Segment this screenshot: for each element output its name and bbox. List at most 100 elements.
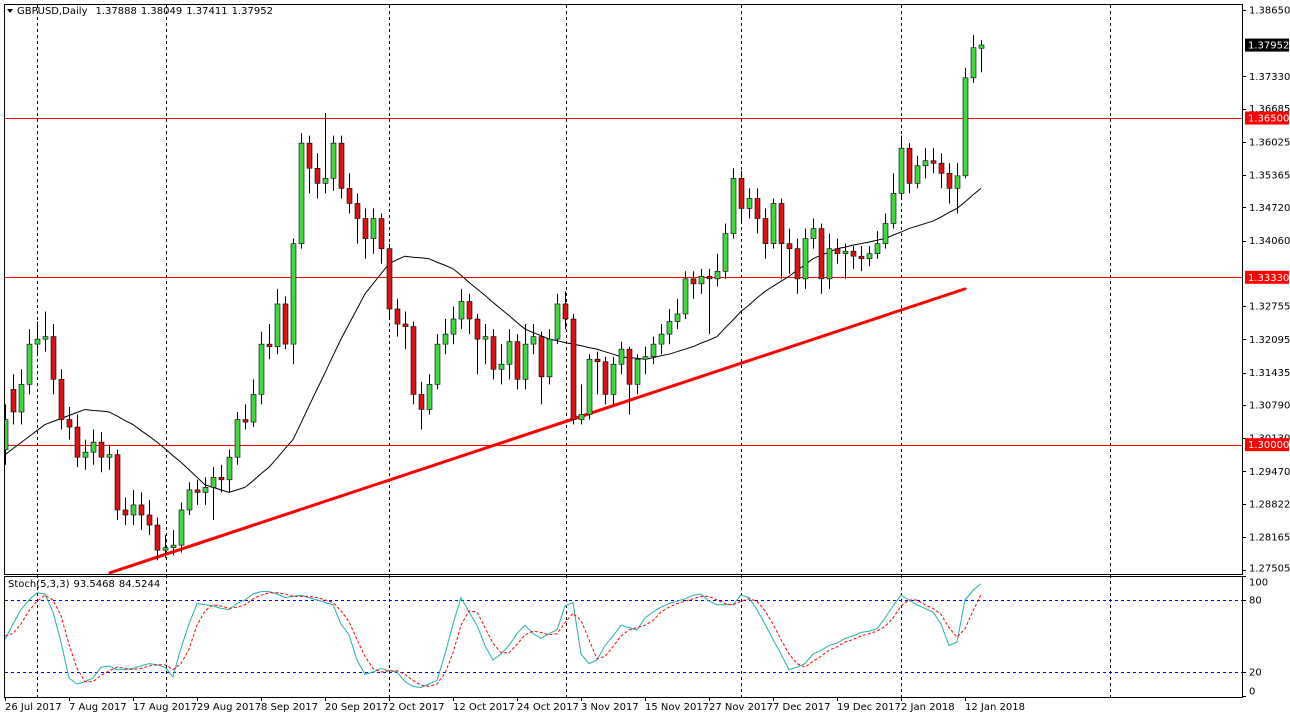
x-tick-label: 20 Sep 2017 bbox=[325, 702, 388, 713]
x-tick-label: 7 Dec 2017 bbox=[773, 702, 831, 713]
candle-up bbox=[274, 303, 281, 347]
candle-down bbox=[474, 318, 481, 340]
candle-down bbox=[594, 358, 601, 363]
candle-down bbox=[786, 243, 793, 249]
candle-down bbox=[818, 228, 825, 280]
candle-up bbox=[714, 270, 721, 280]
x-tick-label: 12 Oct 2017 bbox=[453, 702, 515, 713]
stoch-frame bbox=[4, 576, 1243, 698]
time-grid bbox=[37, 5, 1111, 697]
x-tick-label: 19 Dec 2017 bbox=[837, 702, 901, 713]
candle-down bbox=[138, 504, 145, 516]
candle-up bbox=[202, 487, 209, 493]
candle-up bbox=[162, 547, 169, 551]
y-tick-label: 1.34720 bbox=[1249, 203, 1290, 214]
candle-up bbox=[770, 203, 777, 244]
candle-down bbox=[754, 198, 761, 219]
candle-down bbox=[266, 343, 273, 347]
candle-down bbox=[338, 142, 345, 189]
price-plot bbox=[5, 35, 1242, 574]
level-label: 1.33330 bbox=[1248, 273, 1289, 284]
candle-down bbox=[386, 248, 393, 310]
candle-up bbox=[450, 318, 457, 335]
y-tick-label: 1.32095 bbox=[1249, 335, 1290, 346]
x-tick-label: 15 Nov 2017 bbox=[645, 702, 709, 713]
candle-up bbox=[578, 414, 585, 420]
candle-down bbox=[706, 276, 713, 280]
candle-up bbox=[106, 454, 113, 458]
candle-down bbox=[938, 162, 945, 174]
candle-up bbox=[642, 356, 649, 360]
candle-up bbox=[458, 301, 465, 320]
y-tick-label: 0 bbox=[1249, 687, 1255, 698]
candle-down bbox=[58, 379, 65, 420]
candle-up bbox=[554, 303, 561, 340]
candle-up bbox=[978, 44, 985, 49]
candle-down bbox=[122, 509, 129, 516]
candle-up bbox=[5, 419, 9, 450]
x-tick-label: 7 Aug 2017 bbox=[69, 702, 127, 713]
y-tick-label: 100 bbox=[1249, 578, 1268, 589]
level-label: 1.36500 bbox=[1248, 114, 1289, 125]
stoch-header: Stoch(5,3,3) 93.5468 84.5244 bbox=[8, 579, 160, 590]
y-tick-label: 1.35365 bbox=[1249, 171, 1290, 182]
candle-up bbox=[250, 394, 257, 423]
candle-down bbox=[906, 147, 913, 184]
candle-up bbox=[618, 348, 625, 365]
x-tick-label: 24 Oct 2017 bbox=[517, 702, 579, 713]
candle-up bbox=[746, 198, 753, 209]
open-value: 1.37888 bbox=[96, 6, 137, 17]
y-tick-label: 1.28165 bbox=[1249, 532, 1290, 543]
y-tick-label: 1.38650 bbox=[1249, 6, 1290, 17]
candle-down bbox=[762, 218, 769, 244]
y-tick-label: 80 bbox=[1249, 596, 1262, 607]
y-tick-label: 1.34060 bbox=[1249, 236, 1290, 247]
candle-up bbox=[498, 363, 505, 370]
candle-down bbox=[154, 524, 161, 551]
candle-up bbox=[90, 441, 97, 453]
candle-up bbox=[186, 489, 193, 511]
candle-down bbox=[602, 361, 609, 395]
candle-down bbox=[850, 250, 857, 257]
candle-down bbox=[834, 248, 841, 254]
candle-down bbox=[114, 454, 121, 511]
candle-down bbox=[394, 308, 401, 325]
candle-up bbox=[82, 451, 89, 458]
candle-up bbox=[666, 321, 673, 335]
candle-up bbox=[826, 248, 833, 280]
candle-down bbox=[778, 203, 785, 244]
candle-up bbox=[522, 343, 529, 380]
level-label-bg bbox=[1245, 270, 1289, 284]
candle-up bbox=[482, 336, 489, 340]
candle-down bbox=[306, 142, 313, 169]
y-tick-label: 1.36025 bbox=[1249, 137, 1290, 148]
candle-up bbox=[962, 77, 969, 177]
candle-up bbox=[674, 313, 681, 322]
candle-up bbox=[810, 228, 817, 239]
candle-down bbox=[562, 303, 569, 320]
candle-up bbox=[970, 47, 977, 79]
x-tick-label: 29 Aug 2017 bbox=[197, 702, 261, 713]
menu-arrow[interactable] bbox=[7, 9, 13, 13]
chart-title: GBPUSD,Daily bbox=[17, 6, 88, 17]
y-tick-label: 1.37330 bbox=[1249, 72, 1290, 83]
price-axis: 1.38650 1.37330 1.36685 1.36025 1.35365 1.347… bbox=[1242, 6, 1290, 575]
candle-up bbox=[722, 233, 729, 272]
candle-down bbox=[194, 489, 201, 493]
stoch-title: Stoch(5,3,3) bbox=[8, 579, 70, 590]
candle-up bbox=[954, 175, 961, 189]
candle-up bbox=[170, 544, 177, 548]
y-tick-label: 1.36685 bbox=[1249, 104, 1290, 115]
y-tick-label: 1.30790 bbox=[1249, 400, 1290, 411]
stoch-signal-value: 84.5244 bbox=[119, 579, 160, 590]
last-price-label: 1.37952 bbox=[1248, 41, 1289, 52]
candle-up bbox=[34, 338, 41, 345]
candle-up bbox=[322, 178, 329, 184]
candle-down bbox=[354, 203, 361, 219]
level-label: 1.30000 bbox=[1248, 440, 1289, 451]
high-value: 1.38049 bbox=[141, 6, 182, 17]
level-label-bg bbox=[1245, 438, 1289, 452]
candle-up bbox=[178, 509, 185, 546]
x-tick-label: 8 Sep 2017 bbox=[261, 702, 318, 713]
